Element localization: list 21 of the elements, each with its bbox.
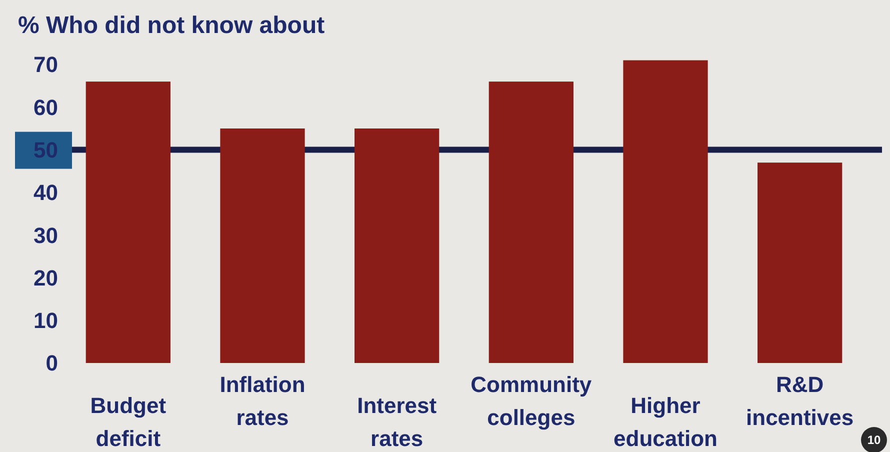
bar <box>354 128 440 363</box>
y-tick-label: 40 <box>34 180 58 206</box>
x-tick-label: Community colleges <box>470 372 592 430</box>
x-tick-label: Budget deficit <box>90 393 167 451</box>
x-tick-label: Higher education <box>614 393 718 451</box>
bar <box>488 82 574 363</box>
x-tick-label: Interest rates <box>357 393 438 451</box>
bar <box>623 60 708 363</box>
text: 10 <box>867 433 881 448</box>
bar <box>758 162 842 363</box>
y-tick-label: 20 <box>34 265 58 290</box>
bar <box>86 82 170 363</box>
bar <box>220 128 305 363</box>
chart-title: % Who did not know about <box>18 12 325 39</box>
y-tick-label: 60 <box>34 94 58 120</box>
y-tick-label: 0 <box>46 350 58 376</box>
x-tick-label: Inflation rates <box>220 372 306 430</box>
y-tick-label: 70 <box>34 52 58 78</box>
y-tick-label: 30 <box>34 222 58 248</box>
x-tick-label: R&D incentives <box>746 372 854 430</box>
y-tick-label: 10 <box>34 308 58 334</box>
